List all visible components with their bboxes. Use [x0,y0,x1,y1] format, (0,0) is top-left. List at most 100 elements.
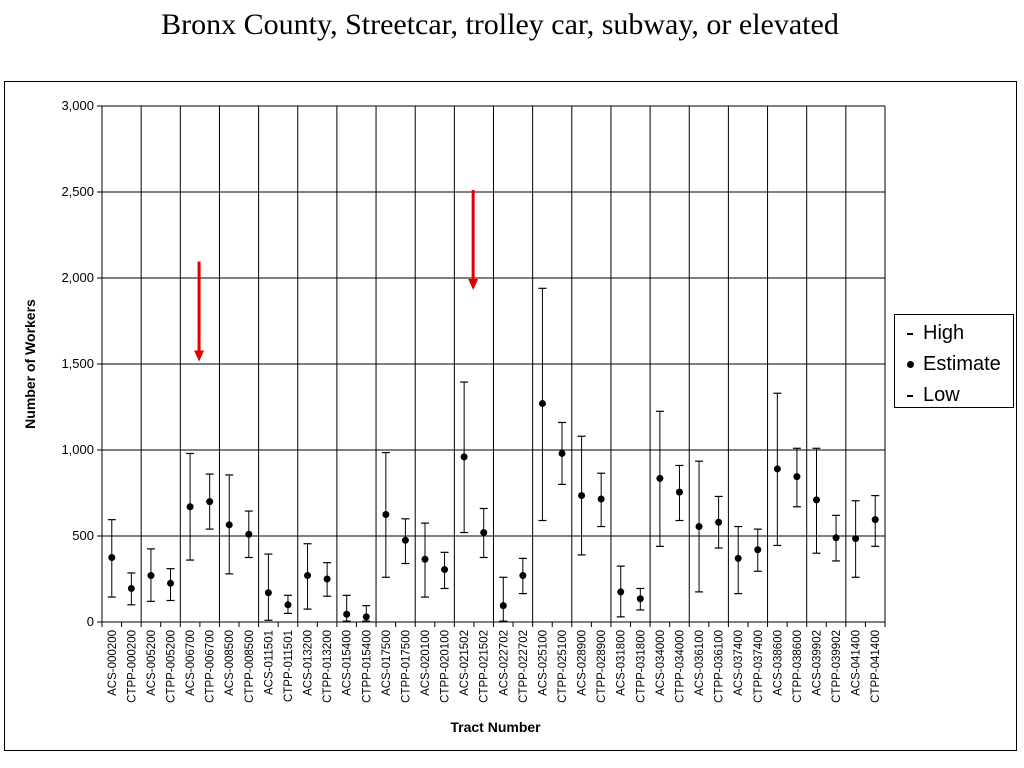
x-tick-label: ACS-017500 [381,630,393,696]
x-tick-label: ACS-020100 [420,630,432,696]
x-tick-label: ACS-034000 [655,630,667,696]
estimate-point [382,511,390,518]
estimate-point [499,602,507,610]
x-tick-label: CTPP-011501 [283,630,295,702]
x-tick-label: ACS-031800 [616,630,628,696]
estimate-point [675,488,683,496]
y-axis-title: Number of Workers [22,299,38,429]
legend-item-high: High [903,320,964,346]
x-tick-label: CTPP-000200 [126,630,138,703]
chart-plot: 0 500 1,000 1,500 2,000 2,500 3,000 ACS-000200 C… [22,98,886,735]
legend-high-label: High [923,322,965,344]
x-tick-label: ACS-008500 [224,630,236,696]
x-tick-label: CTPP-036100 [714,630,726,703]
x-tick-label: CTPP-022702 [518,630,530,703]
x-tick-label: ACS-005200 [146,630,158,696]
x-tick-label: ACS-025100 [537,630,549,696]
legend-low-symbol [903,382,917,408]
x-tick-label: ACS-013200 [303,630,315,696]
x-tick-label: ACS-037400 [733,630,745,696]
x-tick-label: CTPP-021502 [479,630,491,703]
estimate-point [656,474,664,482]
estimate-point [421,555,429,563]
estimate-point [754,546,762,554]
estimate-point [108,554,116,561]
estimate-point [343,610,351,618]
x-tick-label: CTPP-013200 [322,630,334,703]
y-tick-label: 0 [87,614,94,629]
y-tick-label: 2,000 [61,270,94,285]
chart-title: Bronx County, Streetcar, trolley car, su… [161,8,839,41]
x-tick-label: ACS-022702 [498,630,510,696]
estimate-point [206,498,214,506]
x-tick-label: ACS-006700 [185,630,197,696]
x-tick-label: CTPP-020100 [440,630,452,703]
annotation-arrow-head [194,350,205,362]
x-axis-title: Tract Number [450,719,541,735]
y-tick-label: 3,000 [61,98,94,113]
estimate-point [578,492,586,500]
y-tick-label: 500 [72,528,94,543]
estimate-point [304,572,312,580]
estimate-point [460,453,468,461]
estimate-point [715,518,723,526]
estimate-point [832,534,840,542]
x-tick-label: CTPP-037400 [753,630,765,703]
estimate-point [695,523,703,531]
x-tick-label: ACS-041400 [851,630,863,696]
estimate-point [186,503,194,511]
y-tick-label: 1,000 [61,442,94,457]
estimate-point [812,496,820,504]
x-tick-label: ACS-039902 [811,630,823,696]
estimate-point [597,495,605,503]
estimate-point [167,579,175,587]
estimate-point [558,449,566,457]
x-tick-label: ACS-015400 [342,630,354,696]
x-tick-label: ACS-036100 [694,630,706,696]
estimate-point [538,400,546,408]
x-tick-label: ACS-028900 [577,630,589,696]
estimate-point [245,530,253,538]
x-tick-label: CTPP-041400 [870,630,882,703]
x-tick-label: CTPP-005200 [166,630,178,703]
x-tick-label: CTPP-039902 [831,630,843,703]
estimate-point [734,554,742,562]
estimate-point [441,566,449,574]
x-tick-label: CTPP-025100 [557,630,569,703]
y-tick-label: 2,500 [61,184,94,199]
y-tick-label: 1,500 [61,356,94,371]
estimate-point [519,572,527,580]
chart-frame: 0 500 1,000 1,500 2,000 2,500 3,000 ACS-000200 C… [4,81,1017,751]
annotation-arrow-head [468,279,479,291]
x-tick-label: CTPP-038600 [792,630,804,703]
estimate-point [225,521,233,529]
estimate-point [284,601,292,609]
x-tick-label: CTPP-028900 [596,630,608,703]
x-tick-label: ACS-021502 [459,630,471,696]
estimate-point [480,529,488,537]
x-tick-label: ACS-038600 [772,630,784,696]
x-tick-label: CTPP-008500 [244,630,256,703]
legend-item-estimate: Estimate [903,351,1001,377]
estimate-point [323,575,331,583]
x-tick-label: CTPP-017500 [400,630,412,703]
estimate-point [362,613,370,621]
estimate-point [773,465,781,473]
estimate-point [636,595,644,603]
estimate-point [401,536,409,544]
estimate-point [871,516,879,524]
estimate-point [793,473,801,481]
estimate-point [617,588,625,596]
legend-item-low: Low [903,382,960,408]
legend-high-symbol [903,320,917,346]
x-tick-label: ACS-000200 [107,630,119,696]
legend-estimate-label: Estimate [923,353,1001,375]
x-tick-label: CTPP-031800 [635,630,647,703]
chart-legend: High Estimate Low [894,314,1014,408]
estimate-point [852,535,860,543]
estimate-point [147,572,155,580]
estimate-point [127,584,135,592]
x-tick-label: CTPP-015400 [361,630,373,703]
x-tick-label: CTPP-034000 [674,630,686,703]
legend-estimate-symbol [903,351,917,377]
